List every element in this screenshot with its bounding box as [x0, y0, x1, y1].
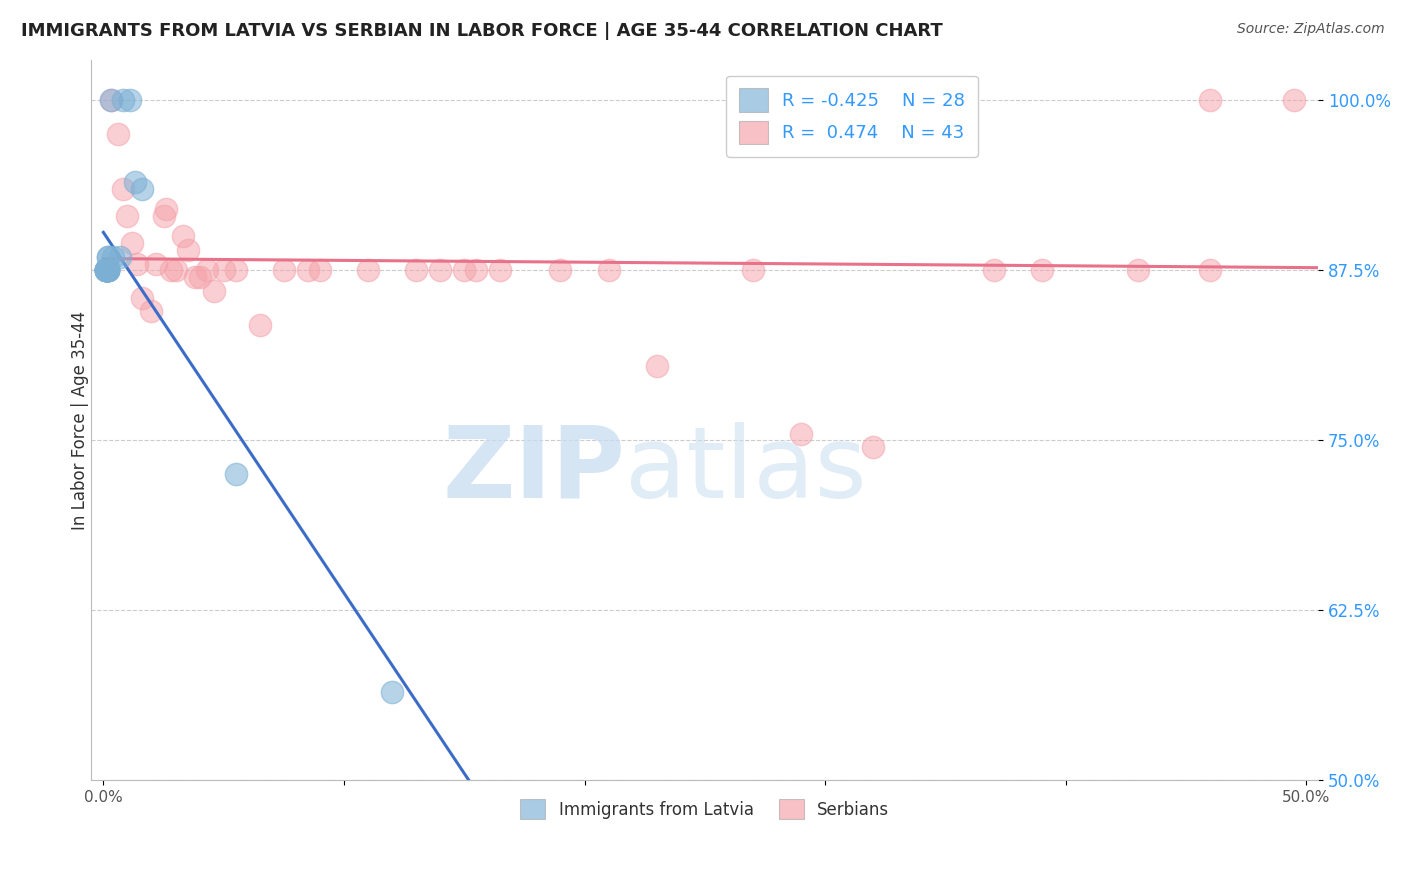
- Point: [742, 263, 765, 277]
- Point: [97, 263, 120, 277]
- Point: [405, 263, 427, 277]
- Point: [489, 263, 512, 277]
- Point: [1126, 263, 1149, 277]
- Point: [202, 284, 225, 298]
- Point: [176, 243, 198, 257]
- Point: [94, 263, 117, 277]
- Point: [598, 263, 620, 277]
- Point: [97, 250, 120, 264]
- Point: [124, 175, 146, 189]
- Text: Source: ZipAtlas.com: Source: ZipAtlas.com: [1237, 22, 1385, 37]
- Point: [184, 270, 207, 285]
- Point: [790, 426, 813, 441]
- Point: [297, 263, 319, 277]
- Point: [97, 263, 120, 277]
- Point: [862, 440, 884, 454]
- Point: [645, 359, 668, 373]
- Point: [1282, 94, 1305, 108]
- Point: [107, 128, 129, 142]
- Point: [212, 263, 235, 277]
- Point: [100, 94, 122, 108]
- Point: [249, 318, 271, 332]
- Point: [94, 263, 117, 277]
- Y-axis label: In Labor Force | Age 35-44: In Labor Force | Age 35-44: [72, 310, 89, 530]
- Point: [1199, 94, 1222, 108]
- Point: [125, 256, 148, 270]
- Point: [118, 94, 141, 108]
- Point: [110, 250, 132, 264]
- Point: [155, 202, 177, 217]
- Legend: Immigrants from Latvia, Serbians: Immigrants from Latvia, Serbians: [513, 792, 896, 826]
- Point: [465, 263, 488, 277]
- Text: IMMIGRANTS FROM LATVIA VS SERBIAN IN LABOR FORCE | AGE 35-44 CORRELATION CHART: IMMIGRANTS FROM LATVIA VS SERBIAN IN LAB…: [21, 22, 943, 40]
- Point: [983, 263, 1005, 277]
- Point: [94, 263, 117, 277]
- Point: [165, 263, 187, 277]
- Point: [381, 685, 404, 699]
- Point: [273, 263, 295, 277]
- Text: ZIP: ZIP: [443, 422, 626, 519]
- Point: [94, 263, 117, 277]
- Point: [1199, 263, 1222, 277]
- Point: [111, 182, 134, 196]
- Point: [145, 256, 167, 270]
- Point: [1031, 263, 1053, 277]
- Point: [429, 263, 451, 277]
- Point: [121, 236, 143, 251]
- Point: [141, 304, 163, 318]
- Point: [97, 263, 120, 277]
- Point: [94, 263, 117, 277]
- Point: [152, 209, 174, 223]
- Point: [357, 263, 380, 277]
- Point: [97, 263, 120, 277]
- Point: [172, 229, 194, 244]
- Point: [225, 467, 247, 482]
- Point: [225, 263, 247, 277]
- Point: [550, 263, 572, 277]
- Point: [188, 270, 211, 285]
- Point: [97, 263, 120, 277]
- Point: [97, 263, 120, 277]
- Point: [195, 263, 218, 277]
- Point: [94, 263, 117, 277]
- Point: [100, 94, 122, 108]
- Point: [453, 263, 475, 277]
- Point: [97, 250, 120, 264]
- Point: [117, 209, 139, 223]
- Text: atlas: atlas: [626, 422, 866, 519]
- Point: [94, 263, 117, 277]
- Point: [111, 94, 134, 108]
- Point: [131, 291, 153, 305]
- Point: [309, 263, 332, 277]
- Point: [131, 182, 153, 196]
- Point: [101, 250, 124, 264]
- Point: [94, 263, 117, 277]
- Point: [94, 263, 117, 277]
- Point: [94, 263, 117, 277]
- Point: [97, 263, 120, 277]
- Point: [159, 263, 181, 277]
